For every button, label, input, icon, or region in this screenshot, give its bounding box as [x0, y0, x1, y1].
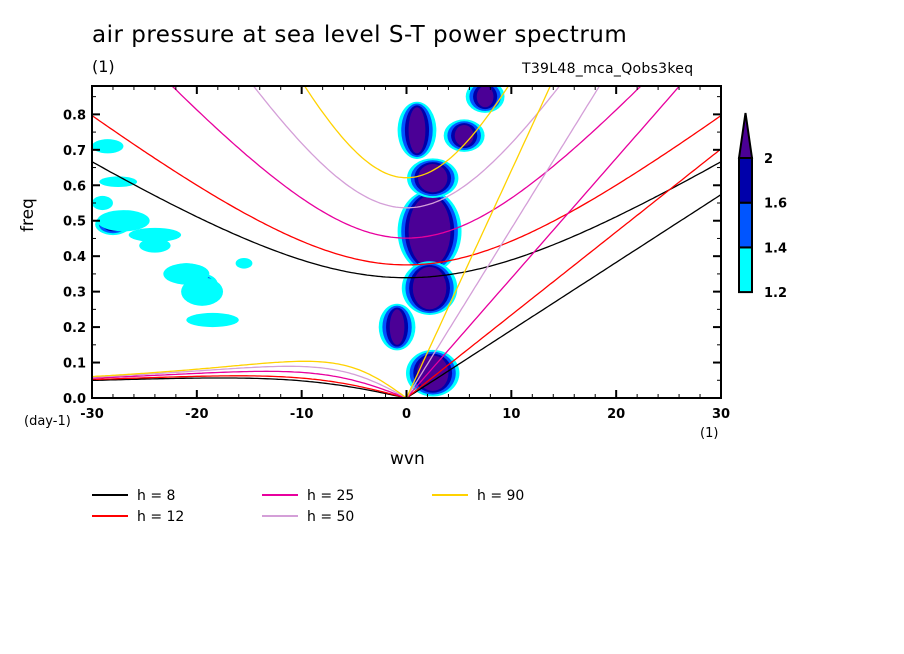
contour-region-2 — [416, 355, 449, 391]
x-tick-label: 0 — [402, 407, 411, 422]
curve-rossby-h25 — [92, 370, 407, 398]
contour-region-2 — [454, 125, 474, 147]
contour-region-1.2 — [99, 176, 138, 188]
contour-region-2 — [389, 309, 405, 345]
dispersion-curves-layer — [92, 86, 721, 398]
curve-rossby-h50 — [92, 365, 407, 398]
axes-layer: -30 -20 -10 0 10 20 30 0.0 0.1 0.2 0.3 0.4 0.5 0.6 0.7… — [63, 86, 730, 422]
x-axis-units: (1) — [700, 426, 719, 441]
x-tick-label: -30 — [80, 407, 104, 422]
contour-region-1.2 — [128, 227, 182, 242]
colorbar: 1.2 1.4 1.6 2 — [737, 112, 787, 301]
y-tick-label: 0.0 — [63, 392, 86, 407]
y-tick-label: 0.8 — [63, 108, 86, 123]
contour-region-1.2 — [139, 238, 171, 253]
curve-ig1-h12 — [92, 115, 721, 266]
curve-ig1-h25 — [171, 86, 642, 239]
colorbar-label: 1.2 — [764, 286, 787, 301]
curve-ig1-h8 — [92, 161, 721, 279]
y-tick-label: 0.5 — [63, 215, 86, 230]
x-tick-label: 20 — [607, 407, 625, 422]
contour-region-2 — [476, 86, 494, 108]
y-tick-label: 0.1 — [63, 357, 86, 372]
x-tick-label: 30 — [712, 407, 730, 422]
legend-label: h = 8 — [137, 488, 175, 504]
x-tick-label: -20 — [185, 407, 209, 422]
curve-kelvin-h25 — [406, 86, 681, 398]
contour-fill-layer — [92, 86, 505, 397]
y-tick-label: 0.7 — [63, 144, 86, 159]
colorbar-label: 2 — [764, 152, 773, 167]
contour-region-2 — [418, 164, 448, 193]
y-tick-label: 0.3 — [63, 286, 86, 301]
curve-rossby-h8 — [92, 377, 407, 398]
legend-label: h = 90 — [477, 488, 524, 504]
contour-region-2 — [408, 107, 426, 154]
contour-region-2 — [412, 266, 447, 310]
curve-kelvin-h50 — [405, 86, 601, 398]
y-tick-label: 0.2 — [63, 321, 86, 336]
legend-label: h = 12 — [137, 509, 184, 525]
curve-kelvin-h12 — [406, 148, 721, 398]
curve-kelvin-h90 — [405, 86, 552, 398]
contour-region-1.2 — [181, 277, 224, 306]
contour-region-1.2 — [92, 139, 124, 154]
y-tick-label: 0.6 — [63, 179, 86, 194]
contour-region-2 — [408, 195, 451, 267]
x-axis-label: wvn — [390, 449, 425, 469]
curve-ig1-h50 — [252, 86, 561, 209]
curve-ig1-h90 — [303, 86, 510, 179]
colorbar-label: 1.4 — [764, 241, 787, 256]
colorbar-box — [738, 157, 753, 204]
colorbar-extend-triangle — [737, 112, 754, 159]
contour-region-1.2 — [235, 257, 253, 269]
y-tick-label: 0.4 — [63, 250, 86, 265]
y-axis-units: (day-1) — [24, 414, 71, 429]
colorbar-box — [738, 246, 753, 294]
contour-region-1.2 — [186, 312, 239, 328]
legend: h = 8 h = 12 h = 25 h = 50 h = 90 — [92, 488, 524, 525]
legend-label: h = 50 — [307, 509, 354, 525]
colorbar-label: 1.6 — [764, 197, 787, 212]
contour-region-1.2 — [97, 210, 150, 232]
curve-rossby-h90 — [92, 360, 407, 398]
chart-title: air pressure at sea level S-T power spec… — [92, 22, 628, 48]
x-tick-label: -10 — [290, 407, 314, 422]
top-units-label: (1) — [92, 57, 115, 76]
curve-kelvin-h8 — [406, 194, 721, 398]
experiment-name: T39L48_mca_Qobs3keq — [522, 61, 694, 77]
x-tick-label: 10 — [502, 407, 520, 422]
curve-rossby-h12 — [92, 375, 407, 398]
legend-label: h = 25 — [307, 488, 354, 504]
contour-region-1.2 — [92, 195, 113, 211]
colorbar-box — [738, 201, 753, 249]
